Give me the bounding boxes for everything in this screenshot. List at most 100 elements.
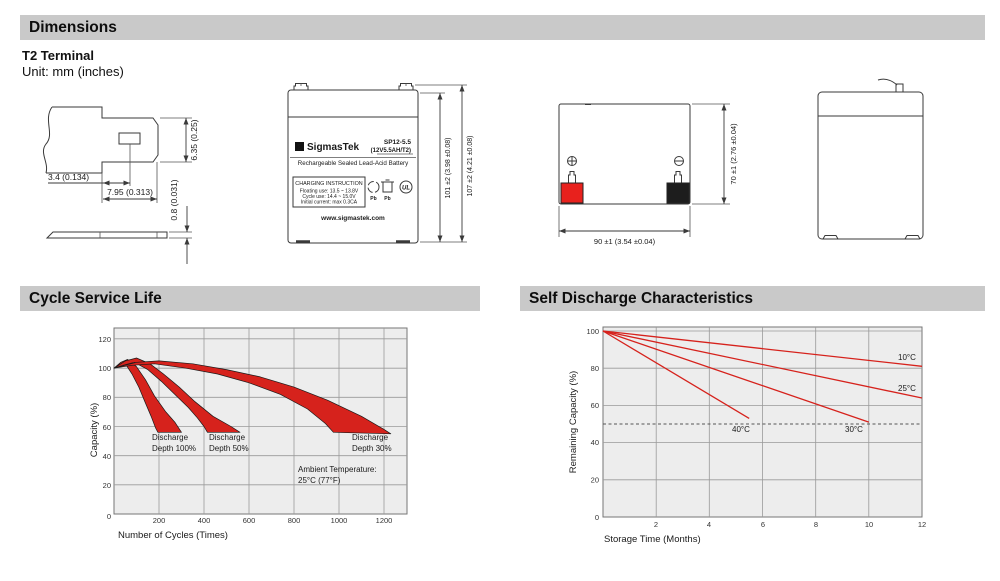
line-25-c (602, 330, 923, 399)
y-axis-ticks: 100 80 60 40 20 0 (586, 327, 599, 522)
positive-terminal (560, 182, 584, 204)
foot-left (822, 235, 839, 240)
self-discharge-chart: 100 80 60 40 20 0 2 4 6 8 10 12 10°C 25°… (568, 326, 926, 545)
rating-text: (12V5.5AH/T2) (371, 148, 411, 154)
foot-right (904, 235, 921, 240)
svg-text:Depth 30%: Depth 30% (352, 444, 392, 453)
svg-text:1200: 1200 (376, 516, 393, 525)
y-axis-title: Capacity (%) (89, 403, 100, 457)
dim-thickness-label: 0.8 (0.031) (169, 179, 179, 220)
charging-line-1: Floating use: 13.5 ~ 13.8V (300, 189, 359, 195)
positive-tab-outline (568, 171, 576, 183)
dim-depth-label: 70 ±1 (2.76 ±0.04) (729, 123, 738, 185)
dim-total-height-label: 107 ±2 (4.21 ±0.08) (467, 135, 474, 196)
sigma-logo-icon (295, 142, 304, 151)
battery-type-text: Rechargeable Sealed Lead-Acid Battery (298, 160, 409, 167)
temperature-labels: 10°C 25°C 30°C 40°C (732, 353, 916, 434)
svg-text:100: 100 (586, 327, 599, 336)
pb-trash-icon (381, 179, 394, 193)
svg-text:80: 80 (591, 364, 599, 373)
section-header-cycle-life: Cycle Service Life (20, 286, 480, 311)
discharge-depth-bands (113, 357, 392, 435)
svg-text:40: 40 (103, 452, 111, 461)
y-axis-ticks: 120 100 80 60 40 20 0 (98, 335, 111, 521)
negative-tab-outline (674, 171, 682, 183)
break-line (42, 106, 53, 174)
dim-tab-length-label: 7.95 (0.313) (107, 187, 153, 197)
terminal-profile (46, 106, 159, 174)
band-discharge-depth-50- (113, 357, 241, 433)
svg-text:Depth 50%: Depth 50% (209, 444, 249, 453)
y-axis-title: Remaining Capacity (%) (568, 371, 579, 473)
svg-text:25°C (77°F): 25°C (77°F) (298, 476, 341, 485)
model-number: SP12-5.5 (384, 139, 411, 146)
battery-top-drawing: 70 ±1 (2.76 ±0.04) 90 ±1 (3.54 ±0.04) (558, 103, 738, 246)
svg-text:10: 10 (865, 520, 873, 529)
svg-text:20: 20 (103, 481, 111, 490)
svg-text:40: 40 (591, 438, 599, 447)
battery-case (287, 89, 419, 244)
terminal-lead (877, 78, 898, 86)
x-axis-ticks: 200 400 600 800 1000 1200 (153, 516, 393, 525)
section-header-self-discharge: Self Discharge Characteristics (520, 286, 985, 311)
charging-line-2: Cycle use: 14.4 ~ 15.0V (302, 194, 356, 200)
svg-text:60: 60 (103, 423, 111, 432)
brand-name: SigmasTek (307, 142, 359, 153)
svg-text:4: 4 (707, 520, 711, 529)
charging-instruction-box (292, 176, 366, 208)
section-header-dimensions: Dimensions (20, 15, 985, 40)
unit-note: Unit: mm (inches) (22, 64, 124, 79)
dim-tab-width-label: 6.35 (0.25) (189, 119, 199, 160)
charging-title: CHARGING INSTRUCTION (295, 181, 362, 187)
line-30-c (602, 330, 870, 423)
svg-text:25°C: 25°C (898, 384, 916, 393)
dim-width-label: 90 ±1 (3.54 ±0.04) (594, 237, 656, 246)
battery-front-drawing: Σ SigmasTek SP12-5.5 (12V5.5AH/T2) Recha… (287, 83, 474, 244)
svg-text:1000: 1000 (331, 516, 348, 525)
svg-text:400: 400 (198, 516, 211, 525)
minus-terminal-icon (674, 156, 684, 166)
svg-text:100: 100 (98, 364, 111, 373)
svg-text:200: 200 (153, 516, 166, 525)
svg-text:UL: UL (402, 186, 410, 192)
terminal-detail-drawing: 3.4 (0.134) 7.95 (0.313) 6.35 (0.25) 0.8… (42, 106, 199, 264)
battery-top-outline (558, 103, 691, 205)
svg-text:0: 0 (595, 513, 599, 522)
svg-text:40°C: 40°C (732, 425, 750, 434)
band-discharge-depth-30- (113, 360, 392, 435)
svg-text:0: 0 (107, 512, 111, 521)
svg-text:2: 2 (654, 520, 658, 529)
svg-text:60: 60 (591, 401, 599, 410)
svg-text:8: 8 (814, 520, 818, 529)
temperature-lines (602, 330, 923, 425)
svg-text:600: 600 (243, 516, 256, 525)
svg-text:Ambient Temperature:: Ambient Temperature: (298, 465, 377, 474)
battery-side-drawing (817, 78, 924, 240)
x-axis-title: Storage Time (Months) (604, 534, 701, 545)
terminal-type-label: T2 Terminal (22, 48, 95, 63)
svg-text:6: 6 (761, 520, 765, 529)
line-10-c (602, 330, 923, 367)
svg-text:120: 120 (98, 335, 111, 344)
svg-text:Discharge: Discharge (209, 433, 246, 442)
x-axis-ticks: 2 4 6 8 10 12 (654, 520, 926, 529)
svg-text:800: 800 (288, 516, 301, 525)
dim-height-label: 101 ±2 (3.98 ±0.08) (445, 137, 452, 198)
dim-offset-label: 3.4 (0.134) (48, 172, 89, 182)
svg-text:30°C: 30°C (845, 425, 863, 434)
side-terminal-tab (895, 83, 904, 93)
website-text: www.sigmastek.com (320, 215, 385, 222)
svg-text:12: 12 (918, 520, 926, 529)
band-labels: Discharge Depth 100% Discharge Depth 50%… (152, 433, 392, 453)
ambient-annotation: Ambient Temperature: 25°C (77°F) (298, 465, 377, 485)
svg-text:20: 20 (591, 476, 599, 485)
ul-icon: UL (399, 180, 413, 194)
svg-text:10°C: 10°C (898, 353, 916, 362)
plus-terminal-icon (567, 156, 577, 166)
svg-text:Discharge: Discharge (152, 433, 189, 442)
pb-trash-label: Pb (384, 196, 390, 202)
band-discharge-depth-100- (113, 359, 182, 433)
cycle-life-chart: 120 100 80 60 40 20 0 200 400 600 800 10… (89, 327, 408, 541)
pb-recycle-label: Pb (370, 196, 376, 202)
